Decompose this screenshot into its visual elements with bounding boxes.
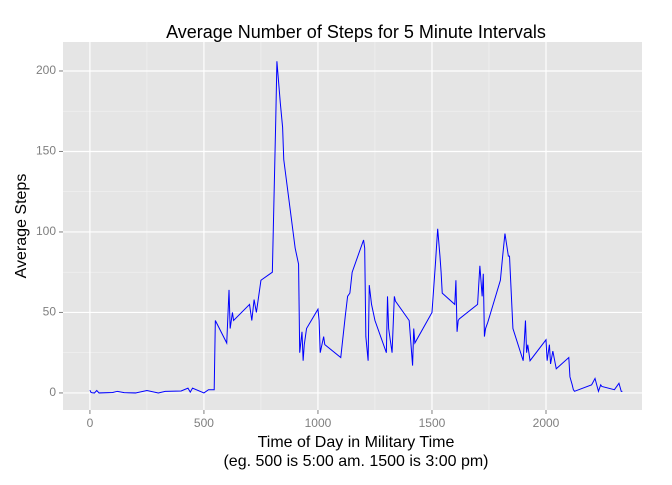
x-tick-label: 1500 <box>419 416 446 430</box>
x-axis-label: Time of Day in Military Time <box>258 434 455 451</box>
y-tick-label: 150 <box>36 144 56 158</box>
y-tick-label: 200 <box>36 63 56 77</box>
x-tick-label: 500 <box>194 416 214 430</box>
y-tick-label: 50 <box>43 305 57 319</box>
y-axis-label: Average Steps <box>13 174 30 279</box>
y-tick-label: 100 <box>36 224 56 238</box>
y-tick-label: 0 <box>49 385 56 399</box>
line <box>89 61 623 394</box>
chart-title: Average Number of Steps for 5 Minute Int… <box>166 22 546 42</box>
x-tick-label: 0 <box>87 416 94 430</box>
x-tick-label: 2000 <box>533 416 560 430</box>
x-axis-label: (eg. 500 is 5:00 am. 1500 is 3:00 pm) <box>223 453 488 470</box>
panel <box>63 42 642 410</box>
x-tick-label: 1000 <box>305 416 332 430</box>
